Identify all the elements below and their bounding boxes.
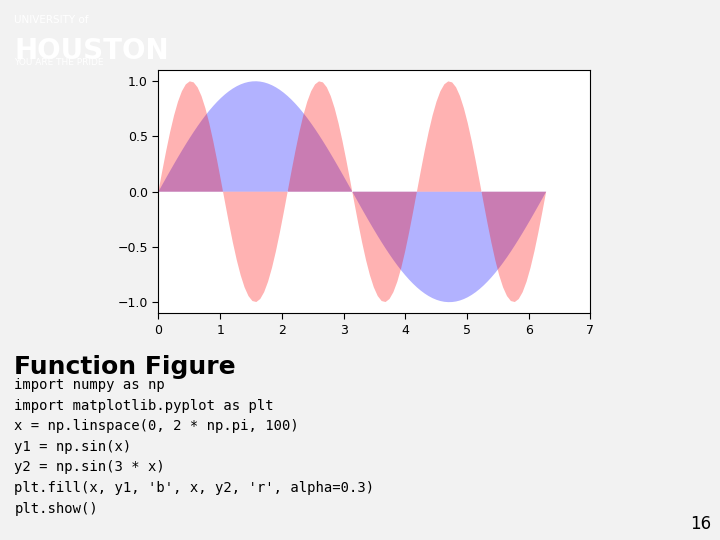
- Text: Function Figure: Function Figure: [14, 355, 236, 379]
- Text: YOU ARE THE PRIDE: YOU ARE THE PRIDE: [14, 58, 104, 66]
- Polygon shape: [158, 82, 546, 302]
- Text: UNIVERSITY of: UNIVERSITY of: [14, 16, 89, 25]
- Polygon shape: [158, 81, 546, 302]
- Text: 16: 16: [690, 515, 711, 533]
- Text: import numpy as np
import matplotlib.pyplot as plt
x = np.linspace(0, 2 * np.pi,: import numpy as np import matplotlib.pyp…: [14, 378, 374, 516]
- Text: HOUSTON: HOUSTON: [14, 37, 169, 64]
